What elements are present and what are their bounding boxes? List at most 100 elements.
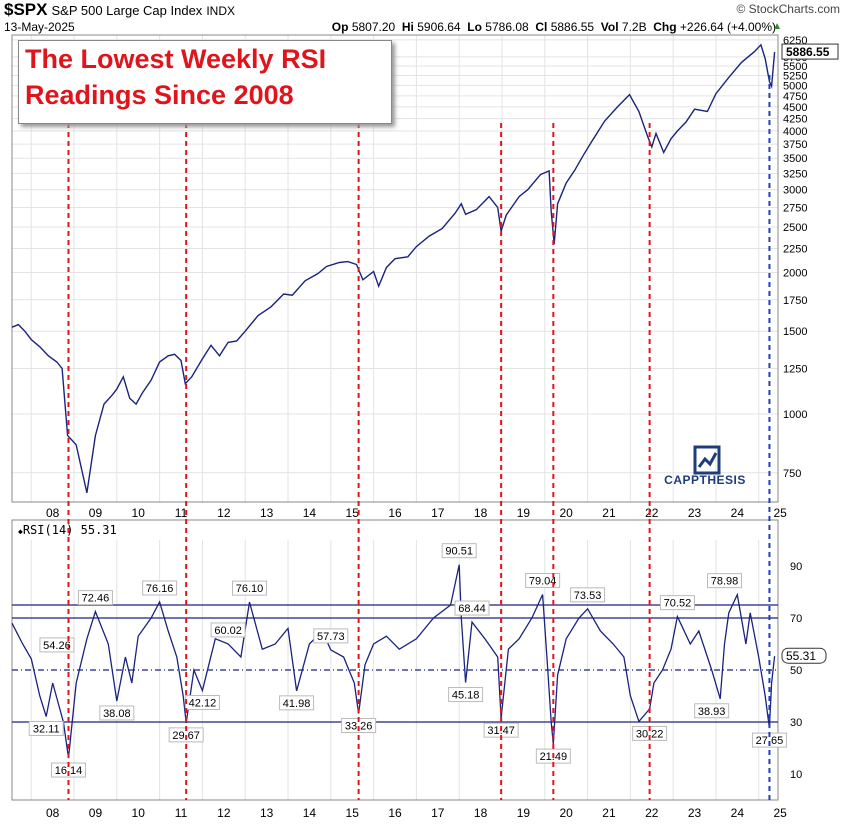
price-x-tick-label: 15 (346, 506, 360, 520)
price-y-tick-label: 2250 (783, 243, 807, 255)
rsi-annotation-box (313, 628, 349, 644)
rsi-x-tick-label: 17 (431, 806, 445, 820)
rsi-last-value-box (781, 647, 827, 664)
rsi-x-tick-label: 14 (303, 806, 317, 820)
price-y-tick-label: 2750 (783, 202, 807, 214)
price-x-tick-label: 16 (388, 506, 402, 520)
rsi-last-value-label: 55.31 (786, 649, 816, 663)
price-x-tick-label: 21 (602, 506, 616, 520)
price-last-value-box (781, 43, 839, 60)
rsi-annotation-box (707, 573, 743, 589)
rsi-annotation-label: 31.47 (487, 725, 515, 737)
rsi-x-tick-label: 18 (474, 806, 488, 820)
ohlc-stats: Op 5807.20 Hi 5906.64 Lo 5786.08 Cl 5886… (331, 20, 776, 34)
price-y-tick-label: 3250 (783, 168, 807, 180)
rsi-annotation-label: 41.98 (283, 698, 311, 710)
rsi-x-tick-label: 21 (602, 806, 616, 820)
price-y-tick-label: 4000 (783, 126, 807, 138)
date-label: 13-May-2025 (4, 20, 75, 34)
price-x-tick-label: 23 (688, 506, 702, 520)
rsi-x-tick-label: 23 (688, 806, 702, 820)
price-x-tick-label: 24 (731, 506, 745, 520)
rsi-annotation-box (448, 687, 484, 703)
logo-text: CAPPTHESIS (664, 473, 746, 487)
rsi-annotation-label: 73.53 (574, 590, 602, 602)
rsi-annotation-box (77, 590, 113, 606)
price-y-tick-label: 3750 (783, 139, 807, 151)
price-x-tick-label: 08 (46, 506, 60, 520)
rsi-annotation-label: 76.10 (236, 583, 264, 595)
price-y-tick-label: 1500 (783, 326, 807, 338)
price-y-tick-label: 4500 (783, 102, 807, 114)
price-x-tick-label: 11 (175, 506, 188, 520)
rsi-annotation-label: 76.16 (146, 583, 174, 595)
price-x-tick-label: 20 (559, 506, 573, 520)
price-x-tick-label: 25 (773, 506, 787, 520)
price-x-tick-label: 12 (217, 506, 231, 520)
price-y-tick-label: 5500 (783, 61, 807, 73)
price-x-tick-label: 22 (645, 506, 659, 520)
rsi-x-tick-label: 13 (260, 806, 274, 820)
rsi-line (11, 564, 776, 759)
rsi-annotation-box (694, 703, 730, 719)
price-y-tick-label: 3000 (783, 185, 807, 197)
price-y-tick-label: 2500 (783, 222, 807, 234)
price-y-tick-label: 2000 (783, 268, 807, 280)
rsi-x-tick-label: 24 (731, 806, 745, 820)
rsi-x-tick-label: 10 (132, 806, 146, 820)
price-y-tick-label: 5000 (783, 80, 807, 92)
rsi-annotation-box (659, 595, 695, 611)
ohlc-bar: 13-May-2025 Op 5807.20 Hi 5906.64 Lo 578… (4, 20, 846, 34)
brand-watermark: © StockCharts.com (736, 2, 840, 16)
annotation-box: The Lowest Weekly RSI Readings Since 200… (18, 40, 392, 124)
rsi-annotation-box (232, 580, 268, 596)
rsi-annotation-label: 30.22 (636, 728, 664, 740)
annotation-line-1: The Lowest Weekly RSI (25, 44, 327, 74)
price-y-tick-label: 5250 (783, 70, 807, 82)
rsi-annotation-label: 72.46 (82, 593, 110, 605)
rsi-y-tick-label: 90 (790, 561, 802, 573)
up-arrow-icon: ▲ (772, 21, 782, 32)
rsi-annotation-box (441, 543, 477, 559)
price-last-value-label: 5886.55 (786, 45, 830, 59)
symbol: $SPX (4, 0, 48, 19)
rsi-annotation-label: 60.02 (214, 625, 242, 637)
index-name: S&P 500 Large Cap Index (51, 3, 203, 18)
rsi-pane-frame (11, 519, 779, 801)
rsi-annotation-box (570, 587, 606, 603)
rsi-y-tick-label: 70 (790, 613, 802, 625)
rsi-x-tick-label: 19 (517, 806, 531, 820)
price-y-tick-label: 4750 (783, 91, 807, 103)
rsi-x-tick-label: 25 (773, 806, 787, 820)
price-pane-frame (11, 34, 779, 503)
rsi-annotation-label: 42.12 (189, 697, 217, 709)
capp-thesis-logo: CAPPTHESIS (660, 445, 750, 495)
rsi-annotation-label: 38.08 (103, 708, 131, 720)
price-line (11, 43, 776, 493)
rsi-annotation-label: 32.11 (33, 724, 60, 736)
rsi-annotation-box (454, 600, 490, 616)
rsi-x-tick-label: 20 (559, 806, 573, 820)
price-x-tick-label: 14 (303, 506, 317, 520)
rsi-annotation-box (525, 572, 561, 588)
price-x-tick-label: 18 (474, 506, 488, 520)
price-y-tick-label: 1000 (783, 409, 807, 421)
logo-chart-icon (693, 445, 721, 475)
rsi-annotation-label: 70.52 (664, 598, 692, 610)
chart-header: $SPX S&P 500 Large Cap Index INDX © StockC… (4, 0, 846, 20)
rsi-label-icon: ◆ (18, 527, 23, 536)
rsi-y-tick-label: 30 (790, 717, 802, 729)
rsi-x-tick-label: 11 (175, 806, 188, 820)
rsi-annotation-box (99, 705, 135, 721)
rsi-x-tick-label: 22 (645, 806, 659, 820)
rsi-annotation-label: 68.44 (458, 603, 486, 615)
rsi-annotation-label: 90.51 (445, 546, 473, 558)
rsi-x-tick-label: 08 (46, 806, 60, 820)
price-y-tick-label: 4250 (783, 114, 807, 126)
rsi-annotation-label: 54.26 (43, 640, 71, 652)
rsi-annotation-label: 78.98 (711, 576, 739, 588)
rsi-annotation-box (279, 695, 315, 711)
price-y-tick-label: 1750 (783, 295, 807, 307)
rsi-x-tick-label: 16 (388, 806, 402, 820)
